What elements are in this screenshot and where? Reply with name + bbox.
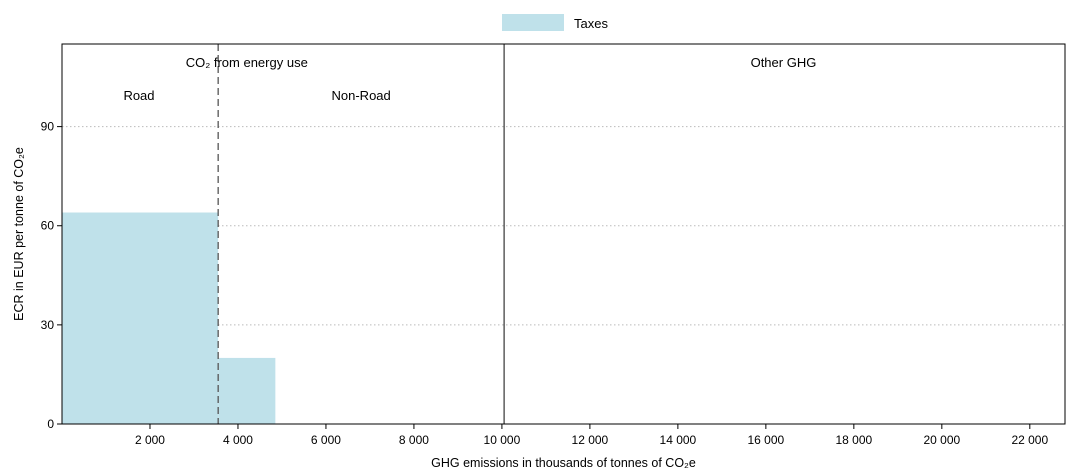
x-tick-label-16000: 16 000 (748, 433, 785, 447)
x-tick-label-14000: 14 000 (660, 433, 697, 447)
x-tick-label-4000: 4 000 (223, 433, 253, 447)
gridlines (62, 126, 1065, 326)
x-tick-label-8000: 8 000 (399, 433, 429, 447)
x-tick-label-22000: 22 000 (1011, 433, 1048, 447)
y-tick-label-90: 90 (41, 120, 55, 134)
x-tick-label-6000: 6 000 (311, 433, 341, 447)
x-axis-title: GHG emissions in thousands of tonnes of … (431, 456, 696, 470)
y-axis-ticks: 0 30 60 90 (41, 120, 62, 431)
annotations: CO₂ from energy use Road Non-Road Other GHG (123, 55, 816, 103)
x-axis-ticks: 2 000 4 000 6 000 8 000 10 000 12 000 14 000 16… (135, 424, 1048, 447)
x-tick-label-2000: 2 000 (135, 433, 165, 447)
x-tick-label-12000: 12 000 (572, 433, 609, 447)
bar-taxes-1 (218, 357, 276, 424)
y-tick-label-0: 0 (47, 417, 54, 431)
axes (61, 43, 1066, 425)
bar-taxes-0 (62, 212, 219, 424)
bars (62, 212, 276, 424)
plot-frame (61, 43, 1066, 425)
annotation-3: Other GHG (751, 55, 817, 70)
legend-label-taxes: Taxes (574, 16, 608, 31)
y-tick-label-60: 60 (41, 219, 55, 233)
y-axis-title: ECR in EUR per tonne of CO₂e (12, 147, 26, 321)
legend: Taxes (502, 14, 608, 31)
annotation-1: Road (123, 88, 154, 103)
x-tick-label-10000: 10 000 (484, 433, 521, 447)
x-tick-label-18000: 18 000 (835, 433, 872, 447)
x-tick-label-20000: 20 000 (923, 433, 960, 447)
annotation-2: Non-Road (332, 88, 391, 103)
y-tick-label-30: 30 (41, 318, 55, 332)
legend-swatch-taxes (502, 14, 564, 31)
dividers (217, 44, 505, 424)
annotation-0: CO₂ from energy use (186, 55, 308, 70)
